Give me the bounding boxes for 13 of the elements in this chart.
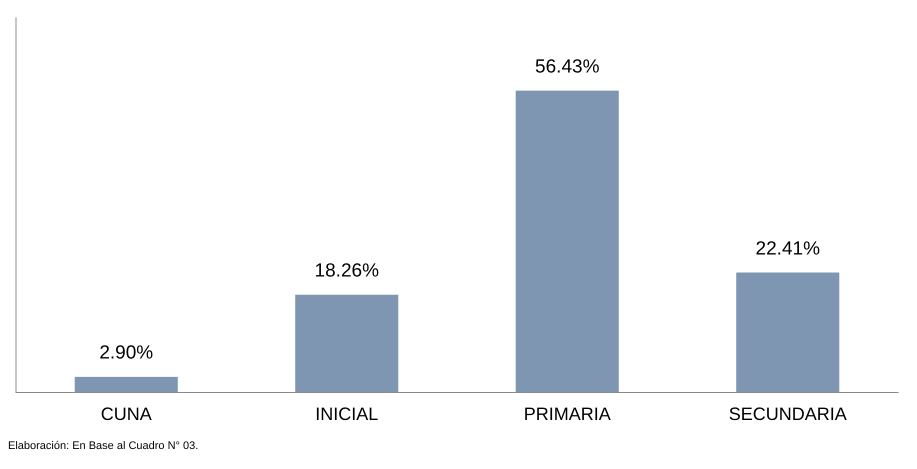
bar	[74, 376, 178, 392]
bar	[736, 272, 840, 392]
x-tick-label: PRIMARIA	[524, 404, 611, 424]
data-label: 22.41%	[756, 238, 820, 260]
data-label: 2.90%	[99, 342, 154, 364]
data-label: 56.43%	[535, 56, 600, 78]
data-label: 18.26%	[314, 260, 380, 282]
text: Elaboración: En Base al Cuadro N° 03.	[8, 440, 200, 452]
x-tick-label: INICIAL	[315, 404, 378, 424]
x-tick-label: SECUNDARIA	[728, 404, 847, 424]
x-tick-label: CUNA	[100, 404, 152, 424]
bar	[516, 90, 619, 392]
bar	[295, 294, 398, 392]
